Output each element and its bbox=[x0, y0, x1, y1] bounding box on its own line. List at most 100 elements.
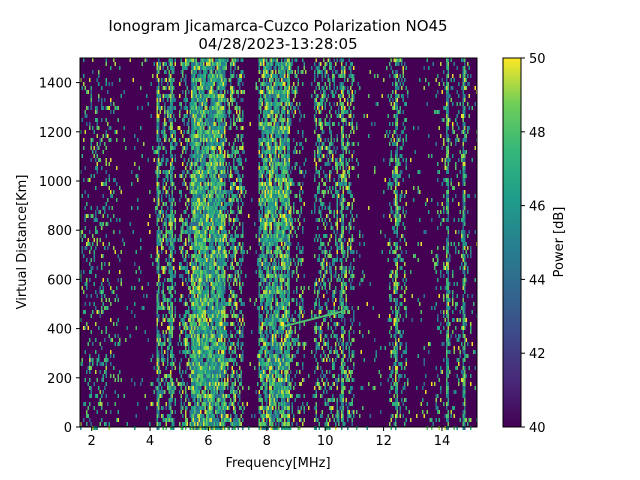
heatmap-cell bbox=[158, 86, 160, 90]
heatmap-cell bbox=[192, 390, 194, 394]
heatmap-cell bbox=[273, 326, 275, 330]
heatmap-cell bbox=[120, 378, 122, 382]
heatmap-cell bbox=[270, 230, 272, 234]
heatmap-cell bbox=[222, 94, 224, 98]
heatmap-cell bbox=[171, 62, 173, 66]
heatmap-cell bbox=[192, 226, 194, 230]
heatmap-cell bbox=[186, 394, 188, 398]
heatmap-cell bbox=[107, 90, 109, 94]
heatmap-cell bbox=[194, 170, 196, 174]
heatmap-cell bbox=[167, 362, 169, 366]
heatmap-cell bbox=[266, 406, 268, 410]
heatmap-cell bbox=[170, 230, 172, 234]
heatmap-cell bbox=[171, 170, 173, 174]
heatmap-cell bbox=[98, 158, 100, 162]
heatmap-cell bbox=[191, 382, 193, 386]
heatmap-cell bbox=[201, 286, 203, 290]
heatmap-cell bbox=[159, 282, 161, 286]
heatmap-cell bbox=[207, 110, 209, 114]
heatmap-cell bbox=[216, 290, 218, 294]
heatmap-cell bbox=[264, 106, 266, 110]
heatmap-cell bbox=[215, 426, 217, 430]
heatmap-cell bbox=[104, 422, 106, 426]
heatmap-cell bbox=[92, 242, 94, 246]
heatmap-cell bbox=[236, 194, 238, 198]
heatmap-cell bbox=[194, 354, 196, 358]
heatmap-cell bbox=[186, 62, 188, 66]
heatmap-cell bbox=[224, 250, 226, 254]
heatmap-cell bbox=[99, 222, 101, 226]
heatmap-cell bbox=[159, 146, 161, 150]
heatmap-cell bbox=[267, 394, 269, 398]
heatmap-cell bbox=[144, 330, 146, 334]
heatmap-cell bbox=[260, 338, 262, 342]
heatmap-cell bbox=[171, 190, 173, 194]
heatmap-cell bbox=[231, 422, 233, 426]
heatmap-cell bbox=[156, 202, 158, 206]
heatmap-cell bbox=[195, 90, 197, 94]
heatmap-cell bbox=[204, 186, 206, 190]
heatmap-cell bbox=[204, 250, 206, 254]
heatmap-cell bbox=[230, 334, 232, 338]
heatmap-cell bbox=[120, 250, 122, 254]
heatmap-cell bbox=[177, 238, 179, 242]
heatmap-cell bbox=[233, 158, 235, 162]
heatmap-cell bbox=[224, 78, 226, 82]
heatmap-cell bbox=[212, 258, 214, 262]
heatmap-cell bbox=[218, 258, 220, 262]
heatmap-cell bbox=[228, 102, 230, 106]
heatmap-cell bbox=[260, 198, 262, 202]
heatmap-cell bbox=[209, 406, 211, 410]
heatmap-cell bbox=[200, 94, 202, 98]
heatmap-cell bbox=[195, 218, 197, 222]
heatmap-cell bbox=[192, 406, 194, 410]
heatmap-cell bbox=[170, 394, 172, 398]
heatmap-cell bbox=[159, 190, 161, 194]
heatmap-cell bbox=[215, 218, 217, 222]
heatmap-cell bbox=[101, 418, 103, 422]
heatmap-cell bbox=[260, 102, 262, 106]
heatmap-cell bbox=[212, 174, 214, 178]
heatmap-cell bbox=[207, 202, 209, 206]
heatmap-cell bbox=[240, 74, 242, 78]
heatmap-cell bbox=[98, 98, 100, 102]
heatmap-cell bbox=[105, 170, 107, 174]
heatmap-cell bbox=[159, 230, 161, 234]
heatmap-cell bbox=[275, 262, 277, 266]
heatmap-cell bbox=[239, 310, 241, 314]
heatmap-cell bbox=[191, 230, 193, 234]
heatmap-cell bbox=[273, 418, 275, 422]
heatmap-cell bbox=[185, 182, 187, 186]
heatmap-cell bbox=[131, 286, 133, 290]
heatmap-cell bbox=[261, 134, 263, 138]
heatmap-cell bbox=[203, 90, 205, 94]
heatmap-cell bbox=[158, 358, 160, 362]
heatmap-cell bbox=[185, 390, 187, 394]
heatmap-cell bbox=[161, 210, 163, 214]
heatmap-cell bbox=[258, 114, 260, 118]
heatmap-cell bbox=[209, 274, 211, 278]
heatmap-cell bbox=[179, 102, 181, 106]
heatmap-cell bbox=[219, 310, 221, 314]
heatmap-cell bbox=[92, 426, 94, 430]
heatmap-cell bbox=[225, 330, 227, 334]
heatmap-cell bbox=[162, 426, 164, 430]
heatmap-cell bbox=[158, 374, 160, 378]
heatmap-cell bbox=[96, 126, 98, 130]
heatmap-cell bbox=[170, 182, 172, 186]
heatmap-cell bbox=[212, 346, 214, 350]
heatmap-cell bbox=[198, 258, 200, 262]
heatmap-cell bbox=[218, 182, 220, 186]
heatmap-cell bbox=[197, 378, 199, 382]
heatmap-cell bbox=[105, 410, 107, 414]
heatmap-cell bbox=[191, 90, 193, 94]
heatmap-cell bbox=[272, 198, 274, 202]
heatmap-cell bbox=[195, 422, 197, 426]
heatmap-cell bbox=[263, 90, 265, 94]
heatmap-cell bbox=[270, 390, 272, 394]
heatmap-cell bbox=[201, 370, 203, 374]
heatmap-cell bbox=[224, 214, 226, 218]
heatmap-cell bbox=[261, 98, 263, 102]
heatmap-cell bbox=[275, 138, 277, 142]
heatmap-cell bbox=[204, 418, 206, 422]
